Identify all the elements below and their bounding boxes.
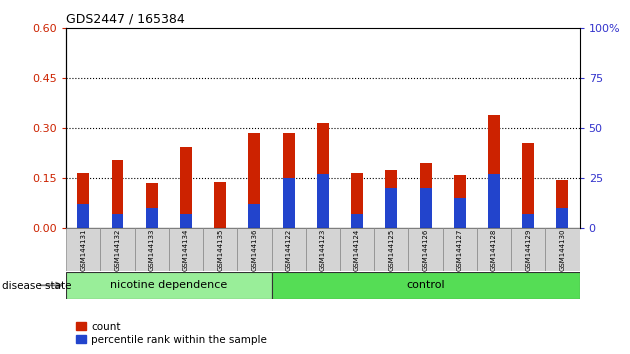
Bar [374, 228, 408, 271]
Bar [77, 204, 89, 228]
Bar [238, 228, 272, 271]
Bar [77, 173, 89, 228]
Text: GSM144123: GSM144123 [320, 228, 326, 271]
Text: GSM144127: GSM144127 [457, 228, 463, 271]
Bar [146, 183, 158, 228]
Bar [169, 228, 203, 271]
Text: disease state: disease state [2, 281, 71, 291]
Bar [522, 143, 534, 228]
Text: GSM144131: GSM144131 [80, 228, 86, 271]
Legend: count, percentile rank within the sample: count, percentile rank within the sample [71, 317, 271, 349]
Bar [146, 208, 158, 228]
Text: GSM144133: GSM144133 [149, 228, 155, 271]
Text: GSM144132: GSM144132 [115, 228, 120, 271]
Text: GSM144124: GSM144124 [354, 228, 360, 271]
Bar [283, 133, 295, 228]
Text: GSM144129: GSM144129 [525, 228, 531, 271]
Bar [340, 228, 374, 271]
Bar [306, 228, 340, 271]
Bar [511, 228, 546, 271]
Bar [112, 160, 123, 228]
Bar [180, 214, 192, 228]
Bar [454, 198, 466, 228]
Bar [272, 272, 580, 299]
Bar [454, 175, 466, 228]
Bar [420, 163, 432, 228]
Bar [248, 133, 260, 228]
Bar [66, 272, 272, 299]
Bar [317, 174, 329, 228]
Bar [488, 174, 500, 228]
Text: GSM144125: GSM144125 [388, 228, 394, 271]
Bar [351, 173, 363, 228]
Bar [443, 228, 477, 271]
Bar [408, 228, 443, 271]
Text: GSM144128: GSM144128 [491, 228, 497, 271]
Bar [386, 188, 398, 228]
Bar [248, 204, 260, 228]
Bar [386, 170, 398, 228]
Bar [203, 228, 238, 271]
Bar [556, 208, 568, 228]
Text: GSM144126: GSM144126 [423, 228, 428, 271]
Text: GSM144136: GSM144136 [251, 228, 258, 271]
Bar [546, 228, 580, 271]
Bar [477, 228, 511, 271]
Bar [420, 188, 432, 228]
Bar [100, 228, 135, 271]
Bar [556, 180, 568, 228]
Bar [351, 214, 363, 228]
Bar [522, 214, 534, 228]
Text: GSM144134: GSM144134 [183, 228, 189, 271]
Title: GDS2447 / 165384: GDS2447 / 165384 [66, 13, 185, 26]
Bar [283, 178, 295, 228]
Text: GSM144122: GSM144122 [285, 228, 292, 271]
Text: GSM144130: GSM144130 [559, 228, 566, 271]
Bar [317, 123, 329, 228]
Bar [66, 228, 100, 271]
Text: control: control [406, 280, 445, 290]
Bar [272, 228, 306, 271]
Bar [180, 147, 192, 228]
Bar [112, 214, 123, 228]
Text: nicotine dependence: nicotine dependence [110, 280, 227, 290]
Bar [214, 182, 226, 228]
Bar [135, 228, 169, 271]
Bar [488, 115, 500, 228]
Text: GSM144135: GSM144135 [217, 228, 223, 271]
